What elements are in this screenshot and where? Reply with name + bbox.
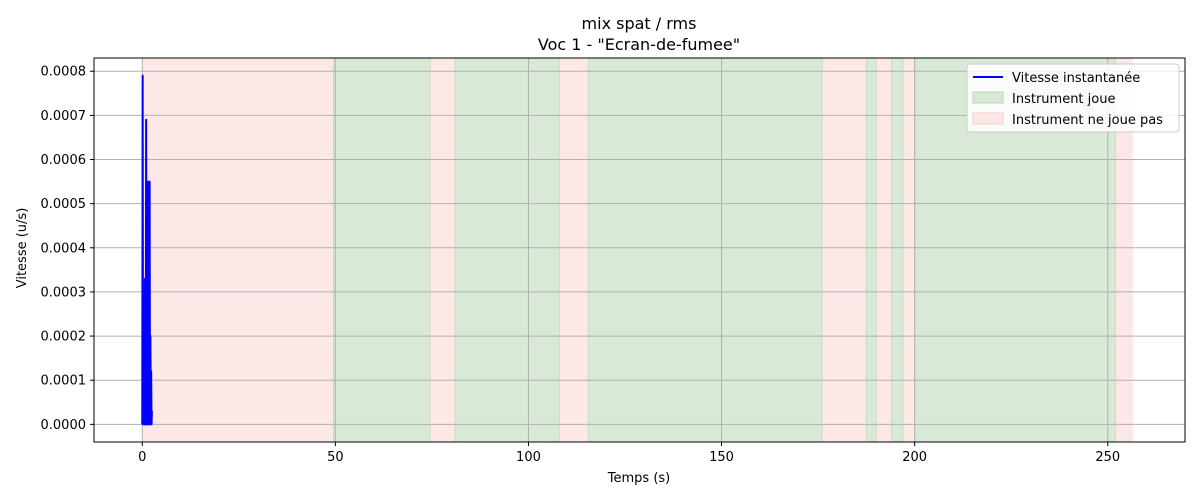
region-not-playing — [429, 58, 456, 442]
x-tick-label: 50 — [327, 450, 344, 465]
y-tick-label: 0.0000 — [41, 418, 87, 433]
region-not-playing — [903, 58, 915, 442]
regions-layer — [142, 57, 1133, 443]
y-tick-label: 0.0004 — [41, 241, 87, 256]
region-not-playing — [821, 58, 867, 442]
region-not-playing — [559, 58, 589, 442]
region-playing — [454, 57, 560, 443]
grid-layer — [94, 58, 1185, 442]
region-playing — [587, 57, 823, 443]
y-tick-label: 0.0001 — [41, 374, 87, 389]
series-layer — [141, 74, 153, 426]
series-line-speed — [141, 74, 153, 426]
legend: Vitesse instantanée Instrument joue Inst… — [966, 63, 1180, 133]
y-tick-label: 0.0006 — [41, 153, 87, 168]
legend-label-not-playing: Instrument ne joue pas — [1012, 113, 1163, 128]
chart-title: mix spat / rms — [582, 14, 697, 33]
legend-swatch-playing — [972, 91, 1004, 104]
region-not-playing — [1115, 58, 1133, 442]
y-tick-label: 0.0002 — [41, 330, 87, 345]
y-tick-label: 0.0005 — [41, 197, 87, 212]
x-tick-label: 150 — [709, 450, 734, 465]
y-tick-label: 0.0008 — [41, 65, 87, 80]
legend-label-playing: Instrument joue — [1012, 92, 1115, 107]
legend-label-speed: Vitesse instantanée — [1012, 71, 1140, 86]
chart-subtitle: Voc 1 - "Ecran-de-fumee" — [538, 35, 740, 54]
region-not-playing — [142, 58, 334, 442]
x-tick-label: 0 — [138, 450, 146, 465]
x-tick-label: 250 — [1095, 450, 1120, 465]
plot-frame — [93, 57, 1186, 443]
region-playing — [332, 57, 431, 443]
region-not-playing — [876, 58, 892, 442]
y-tick-label: 0.0007 — [41, 109, 87, 124]
ticks-layer: 0 50 100 150 200 250 0.0000 0.0001 0.0002 0.0003 0… — [41, 65, 1121, 465]
legend-swatch-not-playing — [972, 112, 1004, 125]
y-tick-label: 0.0003 — [41, 285, 87, 300]
x-tick-label: 100 — [516, 450, 541, 465]
x-axis-label: Temps (s) — [607, 471, 670, 486]
x-tick-label: 200 — [902, 450, 927, 465]
legend-box — [966, 63, 1180, 133]
y-axis-label: Vitesse (u/s) — [15, 208, 30, 289]
